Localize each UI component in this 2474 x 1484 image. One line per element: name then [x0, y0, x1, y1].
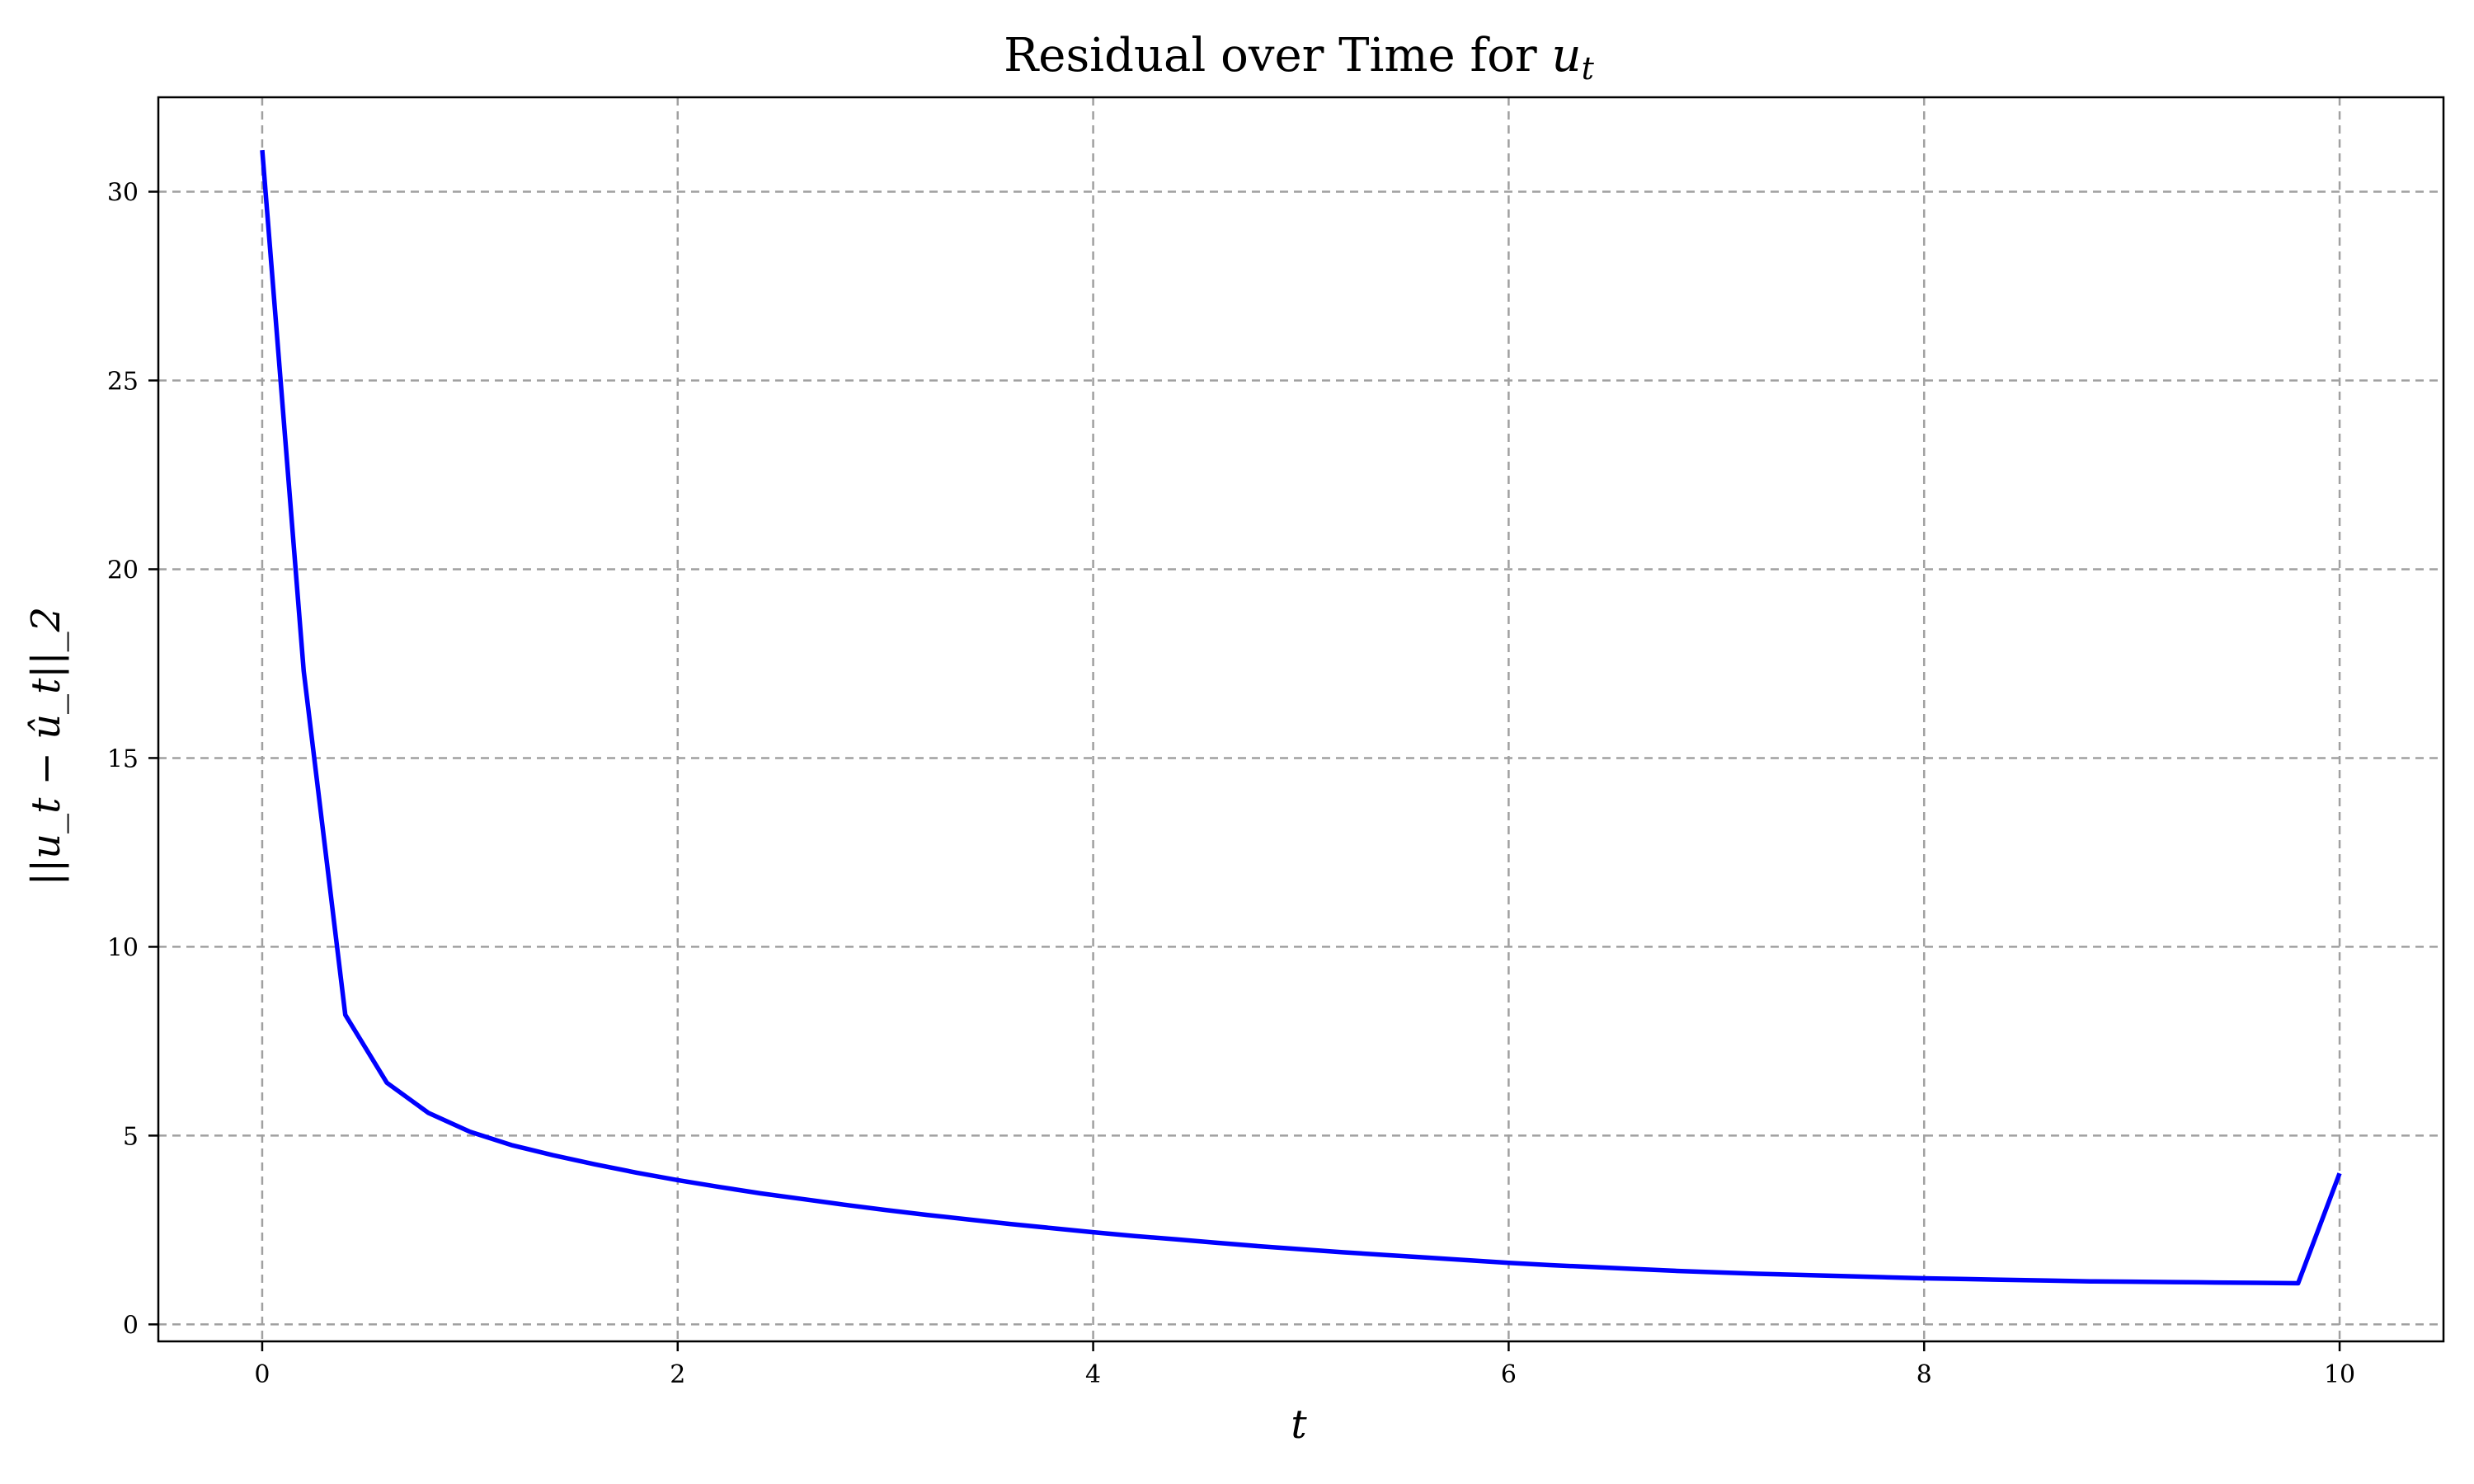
chart-title-math: u: [1551, 29, 1581, 82]
residual-series-line: [260, 149, 2342, 1286]
y-tick-label: 20: [107, 556, 139, 585]
ticks: 0 2 4 6 8 10 0 5 10 15 20 25 30: [107, 178, 2355, 1389]
chart-title: Residual over Time for ut: [1004, 29, 1594, 87]
x-tick-label: 8: [1917, 1360, 1932, 1389]
y-tick-label: 10: [107, 933, 139, 962]
series-layer: [260, 149, 2342, 1286]
y-tick-label: 5: [123, 1122, 139, 1151]
y-tick-label: 25: [107, 367, 139, 396]
x-axis-label: t: [1291, 1402, 1307, 1448]
x-tick-label: 4: [1085, 1360, 1101, 1389]
x-tick-label: 10: [2324, 1360, 2355, 1389]
y-tick-label: 15: [107, 744, 139, 773]
y-axis-label-text: ||u_t − û_t||_2: [23, 607, 69, 885]
x-tick-label: 2: [670, 1360, 685, 1389]
x-tick-label: 0: [254, 1360, 270, 1389]
y-tick-label: 30: [107, 178, 139, 207]
chart-title-math-sub: t: [1582, 50, 1595, 87]
y-tick-label: 0: [123, 1311, 139, 1340]
grid: [158, 97, 2443, 1341]
plot-frame: [157, 96, 2445, 1343]
chart-title-text: Residual over Time for: [1004, 29, 1551, 82]
x-tick-label: 6: [1501, 1360, 1517, 1389]
y-axis-label: ||u_t − û_t||_2: [23, 607, 69, 885]
